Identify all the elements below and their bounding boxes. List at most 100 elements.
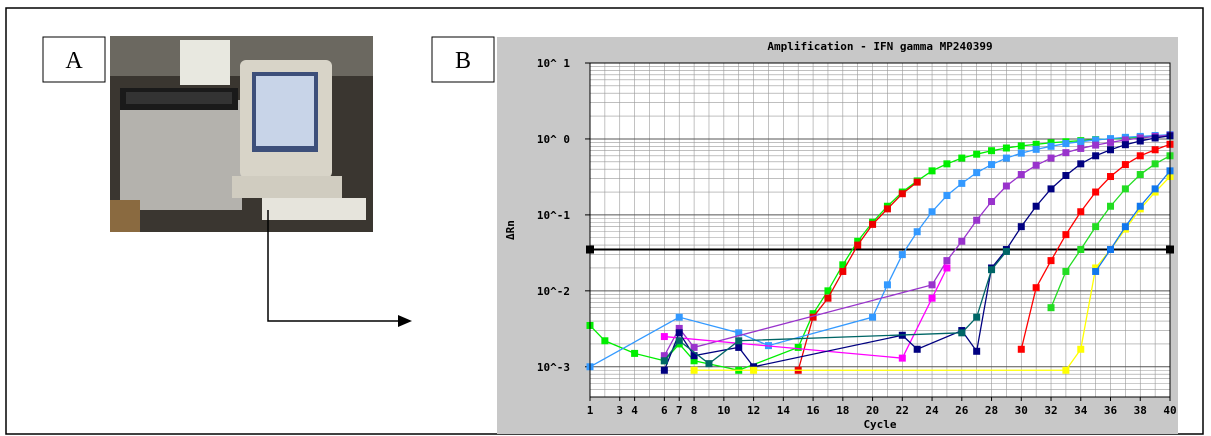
x-tick-label: 32	[1044, 404, 1057, 417]
data-point	[943, 192, 951, 200]
data-point	[973, 313, 981, 321]
data-point	[913, 178, 921, 186]
data-point	[928, 167, 936, 175]
data-point	[898, 251, 906, 259]
data-point	[1107, 146, 1115, 154]
data-point	[1062, 267, 1070, 275]
data-point	[809, 313, 817, 321]
data-point	[928, 208, 936, 216]
series-line	[664, 267, 948, 359]
data-point	[958, 179, 966, 187]
data-point	[794, 343, 802, 351]
data-point	[913, 345, 921, 353]
data-point	[1136, 202, 1144, 210]
data-point	[1077, 138, 1085, 146]
data-point	[1047, 154, 1055, 162]
data-point	[1107, 202, 1115, 210]
arrow-head	[398, 315, 412, 327]
data-point	[1107, 246, 1115, 254]
data-point	[898, 354, 906, 362]
data-point	[1151, 146, 1159, 154]
data-point	[1092, 223, 1100, 231]
data-point	[854, 241, 862, 249]
arrow	[267, 210, 398, 322]
data-point	[1017, 223, 1025, 231]
x-tick-label: 30	[1015, 404, 1028, 417]
y-tick-label: 10^-1	[537, 209, 570, 222]
data-point	[1062, 172, 1070, 180]
x-tick-label: 7	[676, 404, 683, 417]
x-tick-label: 38	[1134, 404, 1147, 417]
series-line	[663, 251, 1007, 365]
data-point	[988, 147, 996, 155]
chart-title: Amplification - IFN gamma MP240399	[767, 40, 992, 53]
x-tick-label: 3	[616, 404, 623, 417]
x-tick-label: 36	[1104, 404, 1118, 417]
data-point	[660, 357, 668, 365]
data-point	[660, 366, 668, 374]
x-tick-label: 24	[925, 404, 939, 417]
data-point	[973, 150, 981, 158]
data-point	[824, 294, 832, 302]
data-point	[913, 228, 921, 236]
label-box	[42, 36, 106, 83]
data-point	[750, 366, 758, 374]
x-tick-label: 16	[806, 404, 820, 417]
x-tick-label: 18	[836, 404, 849, 417]
data-point	[1077, 144, 1085, 152]
data-point	[660, 333, 668, 341]
data-point	[1092, 267, 1100, 275]
x-tick-label: 12	[747, 404, 760, 417]
x-tick-label: 10	[717, 404, 730, 417]
data-point	[1062, 140, 1070, 148]
x-tick-label: 1	[587, 404, 594, 417]
data-point	[690, 343, 698, 351]
data-point	[839, 261, 847, 269]
x-tick-label: 22	[896, 404, 909, 417]
data-point	[824, 287, 832, 295]
data-point	[958, 329, 966, 337]
data-point	[958, 237, 966, 245]
data-point	[1002, 182, 1010, 190]
data-point	[854, 237, 862, 245]
y-tick-label: 10^-3	[537, 361, 570, 374]
x-tick-label: 28	[985, 404, 998, 417]
data-point	[898, 190, 906, 198]
data-point	[675, 313, 683, 321]
data-point	[675, 324, 683, 332]
data-point	[1062, 149, 1070, 157]
series-line	[694, 176, 1171, 371]
y-tick-label: 10^ 0	[537, 133, 570, 146]
data-point	[1017, 142, 1025, 150]
x-axis-label: Cycle	[863, 418, 896, 431]
data-point	[1002, 154, 1010, 162]
x-tick-label: 6	[661, 404, 668, 417]
data-point	[675, 329, 683, 337]
data-point	[735, 337, 743, 345]
data-point	[1151, 185, 1159, 193]
data-point	[1077, 160, 1085, 168]
data-point	[1047, 139, 1055, 147]
data-point	[1121, 223, 1129, 231]
data-point	[1121, 136, 1129, 144]
data-point	[1047, 185, 1055, 193]
data-point	[973, 216, 981, 224]
data-point	[1032, 161, 1040, 169]
data-point	[883, 281, 891, 289]
data-point	[1032, 145, 1040, 153]
data-point	[1077, 246, 1085, 254]
data-point	[1002, 247, 1010, 255]
data-point	[1047, 304, 1055, 312]
data-point	[631, 349, 639, 357]
y-tick-label: 10^ 1	[537, 57, 570, 70]
data-point	[1151, 160, 1159, 168]
series-line	[663, 135, 1171, 371]
data-point	[601, 337, 609, 345]
data-point	[675, 337, 683, 345]
data-point	[958, 154, 966, 162]
y-tick-label: 10^-2	[537, 285, 570, 298]
data-point	[1077, 208, 1085, 216]
data-point	[928, 281, 936, 289]
x-tick-label: 8	[691, 404, 698, 417]
data-point	[1062, 366, 1070, 374]
